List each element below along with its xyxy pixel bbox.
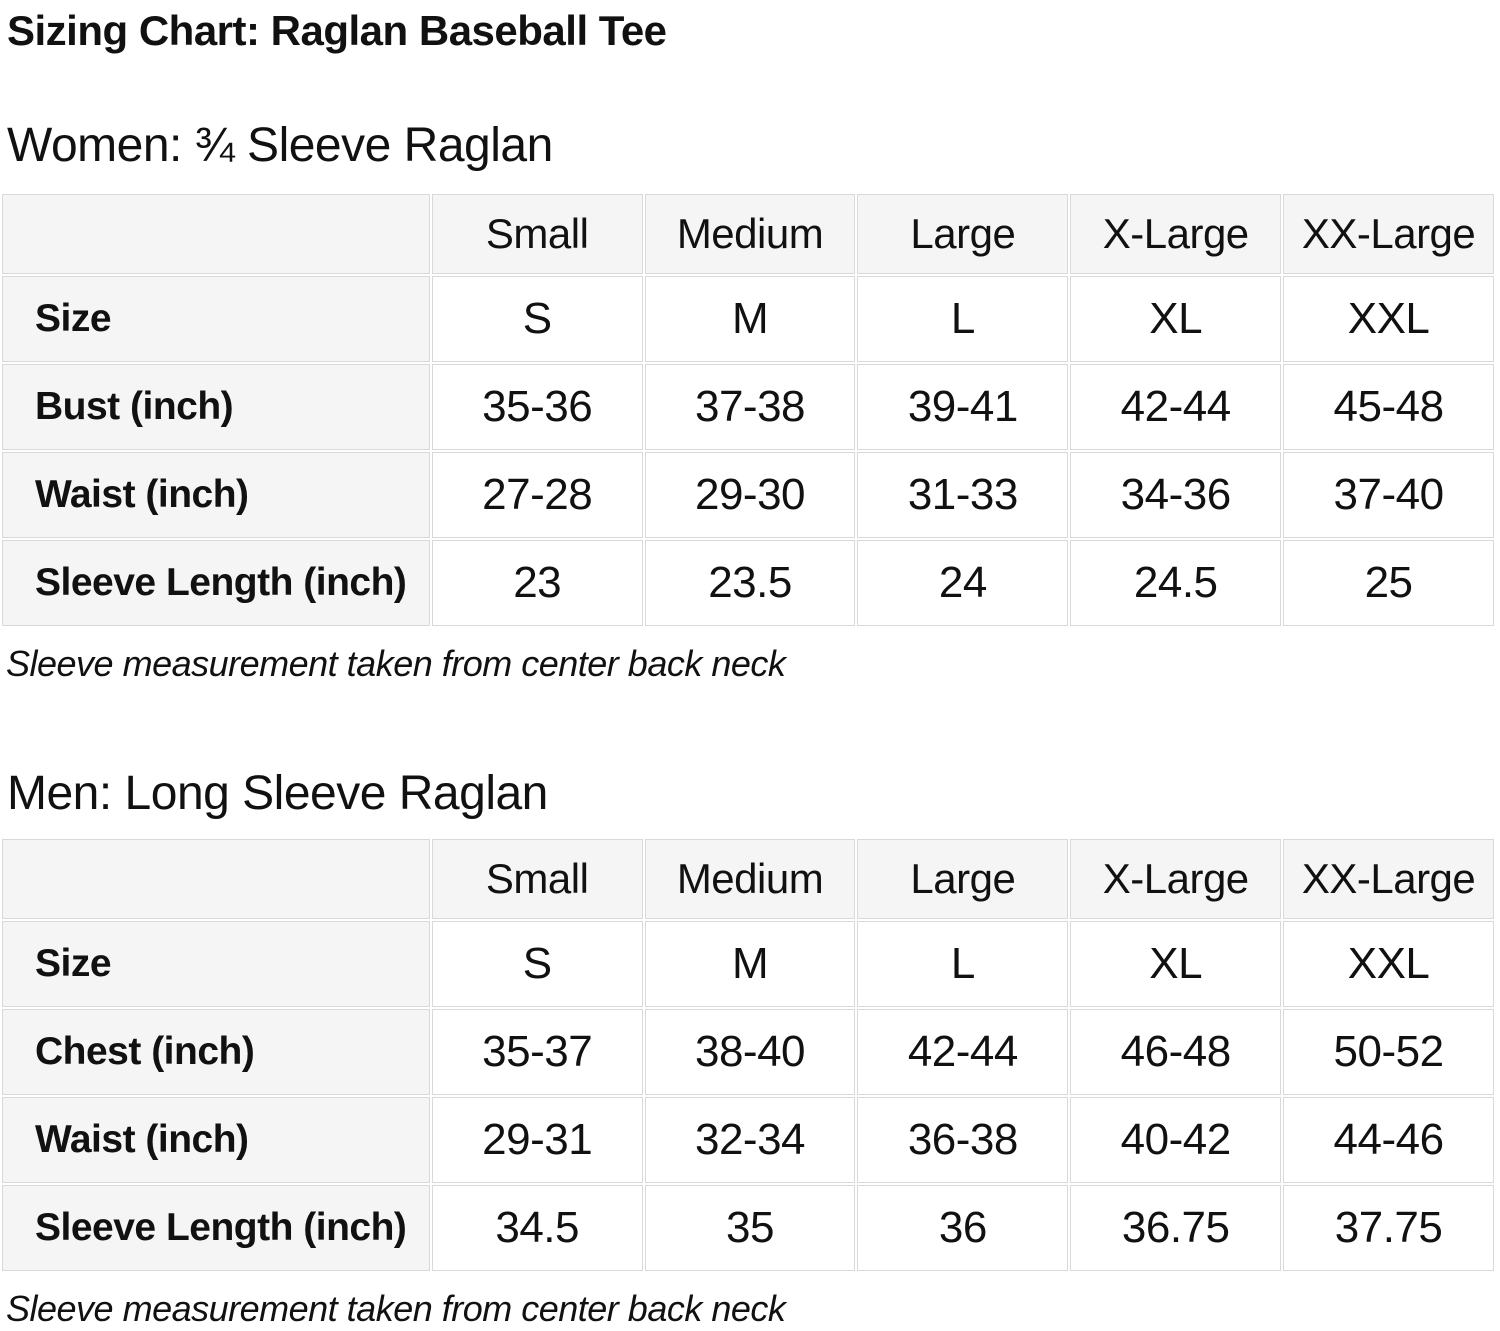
column-header-x-large: X-Large [1070,839,1282,919]
cell-value: 42-44 [1070,364,1282,450]
cell-value: 38-40 [644,1009,856,1095]
cell-value: 35-37 [431,1009,643,1095]
page-title: Sizing Chart: Raglan Baseball Tee [7,7,667,54]
cell-value: 23 [431,540,643,626]
column-header-small: Small [431,194,643,274]
measurement-note-women: Sleeve measurement taken from center bac… [6,643,786,684]
cell-value: 29-31 [431,1097,643,1183]
cell-value: 37-40 [1283,452,1494,538]
cell-value: 34-36 [1070,452,1282,538]
table-row-waist: Waist (inch) 27-28 29-30 31-33 34-36 37-… [2,452,1494,538]
cell-value: 39-41 [857,364,1069,450]
table-row-bust: Bust (inch) 35-36 37-38 39-41 42-44 45-4… [2,364,1494,450]
cell-value: 34.5 [431,1185,643,1271]
cell-value: 37.75 [1283,1185,1494,1271]
cell-value: 40-42 [1070,1097,1282,1183]
column-header-xx-large: XX-Large [1283,194,1494,274]
cell-value: 45-48 [1283,364,1494,450]
column-header-medium: Medium [644,194,856,274]
cell-value: 23.5 [644,540,856,626]
table-header-row: Small Medium Large X-Large XX-Large [2,839,1494,919]
cell-value: 50-52 [1283,1009,1494,1095]
cell-value: XXL [1283,921,1494,1007]
row-label: Waist (inch) [2,452,430,538]
table-row-size: Size S M L XL XXL [2,276,1494,362]
column-header-large: Large [857,194,1069,274]
cell-value: 35 [644,1185,856,1271]
row-label: Size [2,276,430,362]
table-corner-cell [2,194,430,274]
table-row-chest: Chest (inch) 35-37 38-40 42-44 46-48 50-… [2,1009,1494,1095]
cell-value: 24.5 [1070,540,1282,626]
section-heading-men: Men: Long Sleeve Raglan [7,767,548,820]
cell-value: XXL [1283,276,1494,362]
sizing-table-women: Small Medium Large X-Large XX-Large Size… [0,192,1496,628]
column-header-large: Large [857,839,1069,919]
cell-value: M [644,921,856,1007]
row-label: Chest (inch) [2,1009,430,1095]
cell-value: 24 [857,540,1069,626]
measurement-note-men: Sleeve measurement taken from center bac… [6,1288,786,1329]
cell-value: 35-36 [431,364,643,450]
cell-value: S [431,921,643,1007]
cell-value: 36.75 [1070,1185,1282,1271]
cell-value: L [857,921,1069,1007]
cell-value: L [857,276,1069,362]
column-header-xx-large: XX-Large [1283,839,1494,919]
column-header-small: Small [431,839,643,919]
row-label: Size [2,921,430,1007]
cell-value: 27-28 [431,452,643,538]
cell-value: XL [1070,276,1282,362]
table-row-size: Size S M L XL XXL [2,921,1494,1007]
cell-value: 46-48 [1070,1009,1282,1095]
cell-value: 37-38 [644,364,856,450]
row-label: Sleeve Length (inch) [2,1185,430,1271]
cell-value: 31-33 [857,452,1069,538]
row-label: Waist (inch) [2,1097,430,1183]
cell-value: 32-34 [644,1097,856,1183]
table-row-waist: Waist (inch) 29-31 32-34 36-38 40-42 44-… [2,1097,1494,1183]
table-header-row: Small Medium Large X-Large XX-Large [2,194,1494,274]
cell-value: 25 [1283,540,1494,626]
cell-value: S [431,276,643,362]
row-label: Bust (inch) [2,364,430,450]
cell-value: XL [1070,921,1282,1007]
cell-value: 44-46 [1283,1097,1494,1183]
table-corner-cell [2,839,430,919]
cell-value: 36 [857,1185,1069,1271]
column-header-x-large: X-Large [1070,194,1282,274]
table-row-sleeve-length: Sleeve Length (inch) 34.5 35 36 36.75 37… [2,1185,1494,1271]
table-row-sleeve-length: Sleeve Length (inch) 23 23.5 24 24.5 25 [2,540,1494,626]
cell-value: 29-30 [644,452,856,538]
cell-value: 36-38 [857,1097,1069,1183]
section-heading-women: Women: ¾ Sleeve Raglan [7,119,553,172]
sizing-table-men: Small Medium Large X-Large XX-Large Size… [0,837,1496,1273]
cell-value: 42-44 [857,1009,1069,1095]
cell-value: M [644,276,856,362]
column-header-medium: Medium [644,839,856,919]
row-label: Sleeve Length (inch) [2,540,430,626]
